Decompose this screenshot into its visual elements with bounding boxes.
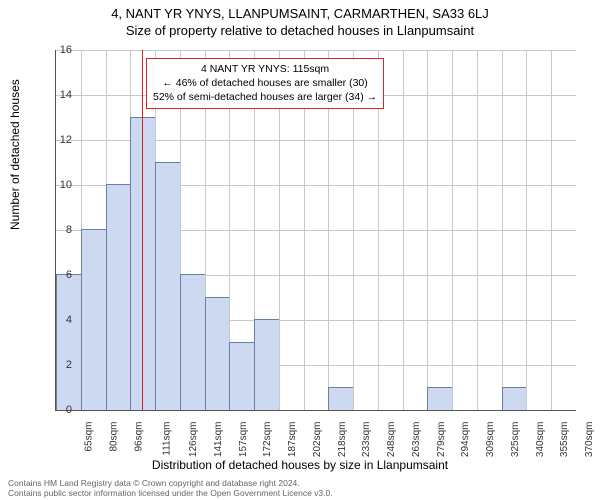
ytick-label: 4 <box>47 314 72 326</box>
histogram-bar <box>155 162 181 411</box>
footer-line2: Contains public sector information licen… <box>8 488 333 498</box>
xtick-label: 187sqm <box>287 422 298 458</box>
ytick-label: 12 <box>47 134 72 146</box>
footer-line1: Contains HM Land Registry data © Crown c… <box>8 478 333 488</box>
y-axis-label: Number of detached houses <box>8 79 22 230</box>
ytick-label: 16 <box>47 44 72 56</box>
gridline-vertical <box>452 50 453 410</box>
histogram-bar <box>56 274 82 410</box>
histogram-bar <box>205 297 231 411</box>
xtick-label: 355sqm <box>560 422 571 458</box>
xtick-label: 248sqm <box>386 422 397 458</box>
xtick-label: 141sqm <box>213 422 224 458</box>
chart-subtitle: Size of property relative to detached ho… <box>0 21 600 38</box>
gridline-vertical <box>551 50 552 410</box>
ytick-label: 0 <box>47 404 72 416</box>
gridline-horizontal <box>56 50 576 51</box>
xtick-label: 370sqm <box>584 422 595 458</box>
xtick-label: 96sqm <box>133 422 144 452</box>
xtick-label: 172sqm <box>262 422 273 458</box>
gridline-vertical <box>427 50 428 410</box>
plot-region: 4 NANT YR YNYS: 115sqm← 46% of detached … <box>55 50 576 411</box>
chart-title: 4, NANT YR YNYS, LLANPUMSAINT, CARMARTHE… <box>0 0 600 21</box>
histogram-bar <box>254 319 280 410</box>
property-marker-line <box>142 50 143 410</box>
xtick-label: 65sqm <box>84 422 95 452</box>
histogram-bar <box>81 229 107 410</box>
chart-area: 4 NANT YR YNYS: 115sqm← 46% of detached … <box>55 50 575 410</box>
ytick-label: 10 <box>47 179 72 191</box>
histogram-bar <box>229 342 255 411</box>
histogram-bar <box>130 117 156 411</box>
xtick-label: 202sqm <box>312 422 323 458</box>
gridline-vertical <box>526 50 527 410</box>
histogram-bar <box>106 184 132 410</box>
ytick-label: 14 <box>47 89 72 101</box>
histogram-bar <box>427 387 453 411</box>
annotation-line: ← 46% of detached houses are smaller (30… <box>153 76 377 90</box>
chart-container: 4, NANT YR YNYS, LLANPUMSAINT, CARMARTHE… <box>0 0 600 500</box>
annotation-line: 4 NANT YR YNYS: 115sqm <box>153 62 377 76</box>
xtick-label: 126sqm <box>188 422 199 458</box>
ytick-label: 2 <box>47 359 72 371</box>
xtick-label: 80sqm <box>108 422 119 452</box>
xtick-label: 279sqm <box>436 422 447 458</box>
histogram-bar <box>328 387 354 411</box>
xtick-label: 309sqm <box>485 422 496 458</box>
gridline-vertical <box>502 50 503 410</box>
annotation-line: 52% of semi-detached houses are larger (… <box>153 90 377 104</box>
ytick-label: 6 <box>47 269 72 281</box>
xtick-label: 325sqm <box>510 422 521 458</box>
gridline-vertical <box>477 50 478 410</box>
x-axis-label: Distribution of detached houses by size … <box>0 458 600 472</box>
xtick-label: 294sqm <box>461 422 472 458</box>
histogram-bar <box>502 387 528 411</box>
histogram-bar <box>180 274 206 410</box>
xtick-label: 111sqm <box>162 422 173 456</box>
xtick-label: 233sqm <box>361 422 372 458</box>
xtick-label: 340sqm <box>535 422 546 458</box>
xtick-label: 218sqm <box>337 422 348 458</box>
gridline-vertical <box>403 50 404 410</box>
xtick-label: 263sqm <box>411 422 422 458</box>
ytick-label: 8 <box>47 224 72 236</box>
footer-attribution: Contains HM Land Registry data © Crown c… <box>8 478 333 498</box>
annotation-box: 4 NANT YR YNYS: 115sqm← 46% of detached … <box>146 58 384 109</box>
xtick-label: 157sqm <box>238 422 249 458</box>
